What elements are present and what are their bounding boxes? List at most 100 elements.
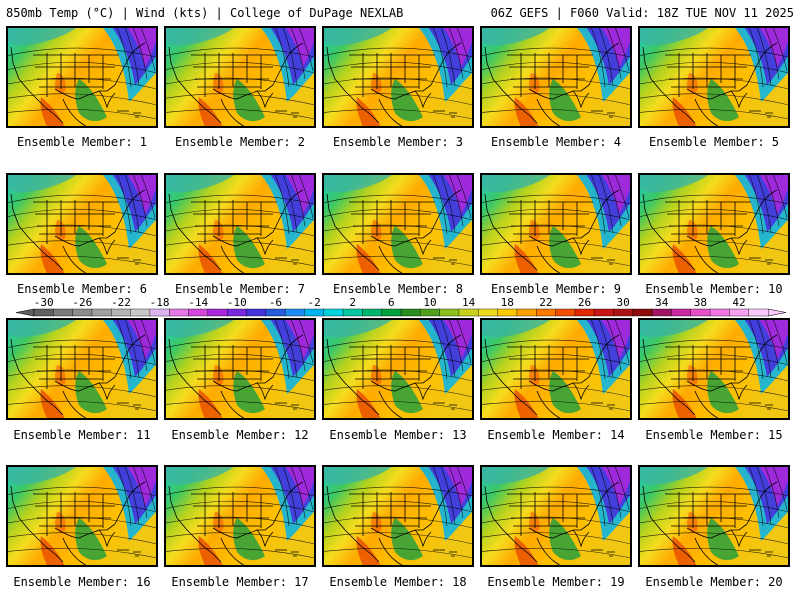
colorbar-tick-label: 42 — [732, 296, 745, 309]
ensemble-member-map — [480, 465, 632, 567]
ensemble-member-map — [322, 173, 474, 275]
colorbar-swatch — [671, 308, 692, 317]
colorbar-swatch — [169, 308, 190, 317]
ensemble-member-label: Ensemble Member: 10 — [645, 282, 783, 296]
colorbar-swatch — [439, 308, 460, 317]
colorbar-swatch — [516, 308, 537, 317]
temperature-map — [481, 174, 631, 274]
temperature-map — [7, 174, 157, 274]
ensemble-member-label: Ensemble Member: 18 — [329, 575, 467, 589]
colorbar-swatch — [362, 308, 383, 317]
ensemble-member-label: Ensemble Member: 7 — [174, 282, 306, 296]
ensemble-member-map — [638, 26, 790, 128]
colorbar-swatch — [651, 308, 672, 317]
colorbar-tick-label: 2 — [349, 296, 356, 309]
colorbar-swatch — [72, 308, 93, 317]
ensemble-member-label: Ensemble Member: 4 — [490, 135, 622, 149]
colorbar-swatch — [265, 308, 286, 317]
colorbar-tick-label: 22 — [539, 296, 552, 309]
colorbar-tick-label: -26 — [72, 296, 92, 309]
colorbar-swatch — [400, 308, 421, 317]
ensemble-member-label: Ensemble Member: 9 — [490, 282, 622, 296]
colorbar-tick-label: -14 — [188, 296, 208, 309]
ensemble-member-label: Ensemble Member: 3 — [332, 135, 464, 149]
colorbar-tick-label: 38 — [694, 296, 707, 309]
temperature-colorbar: -30 -26 -22 -18 -14 -10 -6 -2 2 6 10 14 18 22 26 30 34 38… — [15, 296, 787, 317]
colorbar-swatch — [342, 308, 363, 317]
ensemble-member-label: Ensemble Member: 14 — [487, 428, 625, 442]
temperature-map — [481, 466, 631, 566]
ensemble-member-map — [6, 173, 158, 275]
ensemble-member-map — [322, 318, 474, 420]
colorbar-tick-label: -6 — [269, 296, 282, 309]
temperature-map — [639, 466, 789, 566]
ensemble-member-label: Ensemble Member: 15 — [645, 428, 783, 442]
temperature-map — [165, 319, 315, 419]
colorbar-swatch — [111, 308, 132, 317]
ensemble-member-label: Ensemble Member: 19 — [487, 575, 625, 589]
temperature-map — [165, 466, 315, 566]
ensemble-member-map — [322, 26, 474, 128]
temperature-map — [165, 27, 315, 127]
colorbar-tick-label: 6 — [388, 296, 395, 309]
temperature-map — [481, 27, 631, 127]
ensemble-member-label: Ensemble Member: 16 — [13, 575, 151, 589]
ensemble-member-map — [322, 465, 474, 567]
colorbar-swatch — [536, 308, 557, 317]
colorbar-swatch — [555, 308, 576, 317]
temperature-map — [323, 174, 473, 274]
temperature-map — [323, 27, 473, 127]
colorbar-tick-label: 34 — [655, 296, 669, 309]
colorbar-tick-label: 26 — [578, 296, 591, 309]
ensemble-member-map — [164, 318, 316, 420]
colorbar-min-arrow — [15, 308, 35, 317]
ensemble-member-label: Ensemble Member: 17 — [171, 575, 309, 589]
ensemble-member-label: Ensemble Member: 20 — [645, 575, 783, 589]
temperature-map — [323, 319, 473, 419]
ensemble-member-label: Ensemble Member: 5 — [648, 135, 780, 149]
ensemble-member-label: Ensemble Member: 2 — [174, 135, 306, 149]
ensemble-member-map — [6, 26, 158, 128]
ensemble-member-label: Ensemble Member: 11 — [13, 428, 151, 442]
colorbar-swatch — [33, 308, 54, 317]
colorbar-swatch — [246, 308, 267, 317]
colorbar-tick-label: -18 — [150, 296, 170, 309]
ensemble-member-map — [164, 173, 316, 275]
temperature-map — [639, 319, 789, 419]
colorbar-swatch — [632, 308, 653, 317]
temperature-map — [165, 174, 315, 274]
ensemble-member-map — [638, 465, 790, 567]
temperature-map — [639, 27, 789, 127]
colorbar-swatch — [574, 308, 595, 317]
colorbar-swatch — [478, 308, 499, 317]
ensemble-member-label: Ensemble Member: 6 — [16, 282, 148, 296]
ensemble-member-map — [480, 318, 632, 420]
colorbar-swatch — [497, 308, 518, 317]
colorbar-max-arrow — [767, 308, 787, 317]
colorbar-swatch — [593, 308, 614, 317]
colorbar-tick-label: 10 — [423, 296, 436, 309]
model-run-info: 06Z GEFS | F060 Valid: 18Z TUE NOV 11 20… — [490, 6, 794, 20]
colorbar-swatch — [420, 308, 441, 317]
ensemble-member-map — [638, 318, 790, 420]
colorbar-swatch — [381, 308, 402, 317]
colorbar-swatch — [130, 308, 151, 317]
colorbar-swatch — [709, 308, 730, 317]
ensemble-member-label: Ensemble Member: 12 — [171, 428, 309, 442]
ensemble-member-map — [6, 318, 158, 420]
map-title: 850mb Temp (°C) | Wind (kts) | College o… — [6, 6, 404, 20]
ensemble-member-map — [6, 465, 158, 567]
colorbar-swatch — [188, 308, 209, 317]
colorbar-swatch — [748, 308, 769, 317]
colorbar-swatch — [226, 308, 247, 317]
colorbar-tick-label: -30 — [34, 296, 54, 309]
ensemble-member-map — [164, 465, 316, 567]
colorbar-tick-label: -22 — [111, 296, 131, 309]
colorbar-tick-label: 18 — [501, 296, 514, 309]
colorbar-swatch — [458, 308, 479, 317]
ensemble-member-label: Ensemble Member: 8 — [332, 282, 464, 296]
colorbar-swatch — [613, 308, 634, 317]
colorbar-tick-label: 30 — [617, 296, 630, 309]
temperature-map — [7, 27, 157, 127]
ensemble-member-map — [480, 173, 632, 275]
